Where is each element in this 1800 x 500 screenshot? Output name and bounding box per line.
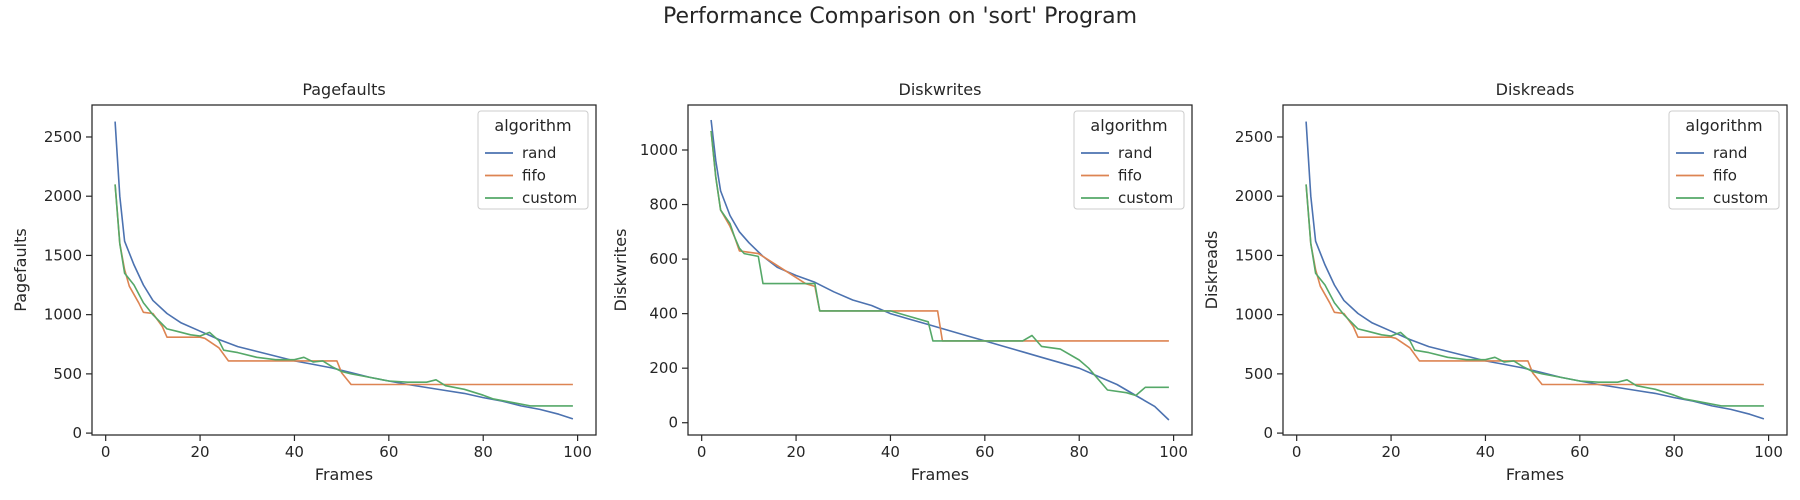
x-tick-label: 100 — [1159, 443, 1188, 461]
y-tick-label: 500 — [1244, 365, 1273, 383]
axes-frame — [687, 104, 1193, 436]
y-tick-label: 2000 — [1235, 187, 1273, 205]
x-tick-label: 0 — [101, 443, 111, 461]
y-tick-label: 800 — [649, 196, 678, 214]
legend-label-custom: custom — [1118, 189, 1173, 207]
legend-box — [1668, 110, 1780, 210]
series-line-rand — [1305, 121, 1765, 420]
y-tick-label: 2500 — [1235, 128, 1273, 146]
y-tick-label: 1000 — [640, 141, 678, 159]
legend-label-fifo: fifo — [1713, 167, 1737, 185]
y-tick-label: 0 — [1263, 424, 1273, 442]
series-line-fifo — [1305, 184, 1764, 386]
legend-label-fifo: fifo — [522, 167, 546, 185]
series-line-custom — [710, 130, 1169, 397]
x-tick-label: 20 — [1382, 443, 1401, 461]
legend-label-custom: custom — [1713, 189, 1768, 207]
legend-title: algorithm — [1090, 116, 1167, 135]
subplot-title: Diskwrites — [899, 80, 982, 99]
y-tick-label: 1500 — [44, 246, 82, 264]
y-axis-label: Diskreads — [1202, 231, 1221, 310]
legend-title: algorithm — [1685, 116, 1762, 135]
series-line-fifo — [114, 184, 573, 386]
y-tick-label: 400 — [649, 305, 678, 323]
legend: algorithm rand fifo custom — [1668, 110, 1780, 210]
x-tick-label: 60 — [1570, 443, 1589, 461]
x-tick-label: 80 — [1665, 443, 1684, 461]
legend-label-rand: rand — [1713, 144, 1747, 162]
y-tick-label: 1500 — [1235, 246, 1273, 264]
series-line-rand — [710, 119, 1170, 421]
x-tick-label: 80 — [1070, 443, 1089, 461]
series-line-rand — [114, 121, 574, 420]
y-tick-label: 2000 — [44, 187, 82, 205]
x-tick-label: 40 — [881, 443, 900, 461]
x-tick-label: 20 — [787, 443, 806, 461]
figure-title: Performance Comparison on 'sort' Program — [662, 4, 1138, 29]
legend: algorithm rand fifo custom — [477, 110, 589, 210]
axes-frame — [91, 104, 597, 436]
x-tick-label: 40 — [285, 443, 304, 461]
subplot-title: Diskreads — [1496, 80, 1575, 99]
x-tick-label: 20 — [191, 443, 210, 461]
legend-label-custom: custom — [522, 189, 577, 207]
y-tick-label: 1000 — [1235, 306, 1273, 324]
y-axis-label: Diskwrites — [611, 229, 630, 312]
x-tick-label: 60 — [379, 443, 398, 461]
y-tick-label: 600 — [649, 250, 678, 268]
y-axis-label: Pagefaults — [11, 228, 30, 311]
x-axis-label: Frames — [1506, 465, 1564, 484]
legend: algorithm rand fifo custom — [1073, 110, 1185, 210]
y-tick-label: 500 — [53, 365, 82, 383]
series-line-custom — [114, 184, 573, 407]
series-line-custom — [1305, 184, 1764, 407]
x-tick-label: 80 — [474, 443, 493, 461]
legend-box — [477, 110, 589, 210]
legend-title: algorithm — [494, 116, 571, 135]
x-tick-label: 0 — [697, 443, 707, 461]
y-tick-label: 0 — [668, 414, 678, 432]
x-tick-label: 60 — [975, 443, 994, 461]
legend-label-rand: rand — [522, 144, 556, 162]
x-axis-label: Frames — [315, 465, 373, 484]
legend-box — [1073, 110, 1185, 210]
y-tick-label: 200 — [649, 359, 678, 377]
y-tick-label: 2500 — [44, 128, 82, 146]
subplot-title: Pagefaults — [302, 80, 385, 99]
x-axis-label: Frames — [911, 465, 969, 484]
x-tick-label: 40 — [1476, 443, 1495, 461]
axes-frame — [1282, 104, 1788, 436]
y-tick-label: 1000 — [44, 306, 82, 324]
x-tick-label: 100 — [563, 443, 592, 461]
x-tick-label: 100 — [1754, 443, 1783, 461]
y-tick-label: 0 — [72, 424, 82, 442]
x-tick-label: 0 — [1292, 443, 1302, 461]
legend-label-rand: rand — [1118, 144, 1152, 162]
legend-label-fifo: fifo — [1118, 167, 1142, 185]
